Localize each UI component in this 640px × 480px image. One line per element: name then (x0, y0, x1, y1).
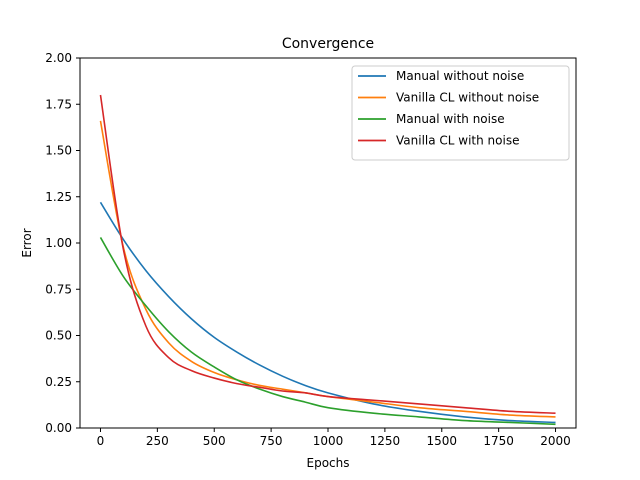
y-tick-label: 2.00 (45, 51, 72, 65)
x-tick-label: 1250 (370, 434, 401, 448)
series-line-vanilla-cl-with-noise (99, 94, 556, 414)
legend-label: Vanilla CL with noise (396, 134, 519, 148)
y-tick-label: 1.00 (45, 236, 72, 250)
legend-box (351, 65, 570, 161)
y-tick-label: 0.75 (45, 282, 72, 296)
chart-title: Convergence (282, 36, 374, 52)
x-tick-label: 250 (146, 434, 169, 448)
x-tick-label: 500 (203, 434, 226, 448)
legend-label: Manual without noise (396, 69, 524, 83)
y-axis-label: Error (20, 228, 34, 257)
y-tick-label: 1.75 (45, 97, 72, 111)
legend: Manual without noise Vanilla CL without n… (351, 65, 570, 161)
x-axis: 0 250 500 750 1000 1250 1500 1750 2000 (97, 428, 571, 448)
x-axis-label: Epochs (307, 456, 350, 470)
x-tick-label: 750 (260, 434, 283, 448)
x-tick-label: 1750 (483, 434, 514, 448)
y-tick-label: 0.25 (45, 375, 72, 389)
y-tick-label: 0.00 (45, 421, 72, 435)
x-tick-label: 2000 (540, 434, 571, 448)
y-axis: 0.00 0.25 0.50 0.75 1.00 1.25 1.50 1.75 2.00 (45, 51, 80, 435)
y-tick-label: 1.25 (45, 190, 72, 204)
legend-label: Vanilla CL without noise (396, 91, 539, 105)
series-line-manual-without-noise (99, 201, 556, 424)
y-tick-label: 1.50 (45, 144, 72, 158)
x-tick-label: 1000 (313, 434, 344, 448)
series-line-manual-with-noise (99, 237, 556, 426)
x-tick-label: 1500 (426, 434, 457, 448)
x-tick-label: 0 (97, 434, 105, 448)
plot-lines (99, 94, 556, 426)
y-tick-label: 0.50 (45, 329, 72, 343)
legend-label: Manual with noise (396, 112, 505, 126)
series-line-vanilla-cl-without-noise (99, 120, 556, 418)
